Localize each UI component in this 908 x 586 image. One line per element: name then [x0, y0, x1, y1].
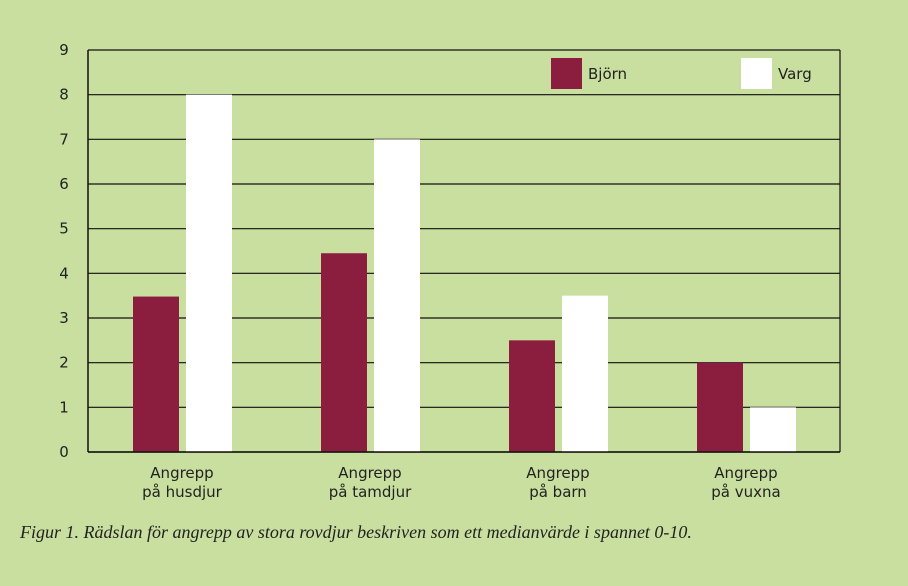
x-tick-label: Angrepp på barn	[526, 464, 589, 501]
legend-label: Varg	[778, 65, 812, 83]
y-tick-label: 4	[59, 264, 69, 282]
bar	[133, 296, 179, 452]
x-tick-line: på husdjur	[142, 483, 223, 501]
legend-label: Björn	[588, 65, 627, 83]
x-tick-label: Angrepp på tamdjur	[329, 464, 412, 501]
y-tick-label: 8	[59, 86, 69, 104]
bar	[374, 139, 420, 453]
x-tick-line: Angrepp	[338, 464, 401, 482]
x-tick-line: Angrepp	[526, 464, 589, 482]
bar	[509, 340, 555, 452]
y-tick-label: 1	[59, 398, 69, 416]
y-tick-label: 2	[59, 354, 69, 372]
x-tick-label: Angrepp på vuxna	[711, 464, 780, 501]
legend-swatch	[551, 58, 582, 89]
caption: Figur 1. Rädslan för angrepp av stora ro…	[20, 522, 692, 542]
x-tick-label: Angrepp på husdjur	[142, 464, 223, 501]
x-tick-line: Angrepp	[150, 464, 213, 482]
bar	[186, 94, 232, 453]
y-tick-label: 0	[59, 443, 69, 461]
bar	[562, 295, 608, 452]
x-tick-line: Angrepp	[714, 464, 777, 482]
bar	[750, 407, 796, 452]
y-tick-label: 7	[59, 130, 69, 148]
legend-swatch	[741, 58, 772, 89]
bar	[697, 362, 743, 452]
y-tick-label: 6	[59, 175, 69, 193]
x-tick-line: på tamdjur	[329, 483, 412, 501]
y-tick-label: 5	[59, 220, 69, 238]
y-tick-label: 3	[59, 309, 69, 327]
x-tick-line: på barn	[529, 483, 587, 501]
y-tick-label: 9	[59, 41, 69, 59]
x-tick-line: på vuxna	[711, 483, 780, 501]
bar	[321, 253, 367, 452]
